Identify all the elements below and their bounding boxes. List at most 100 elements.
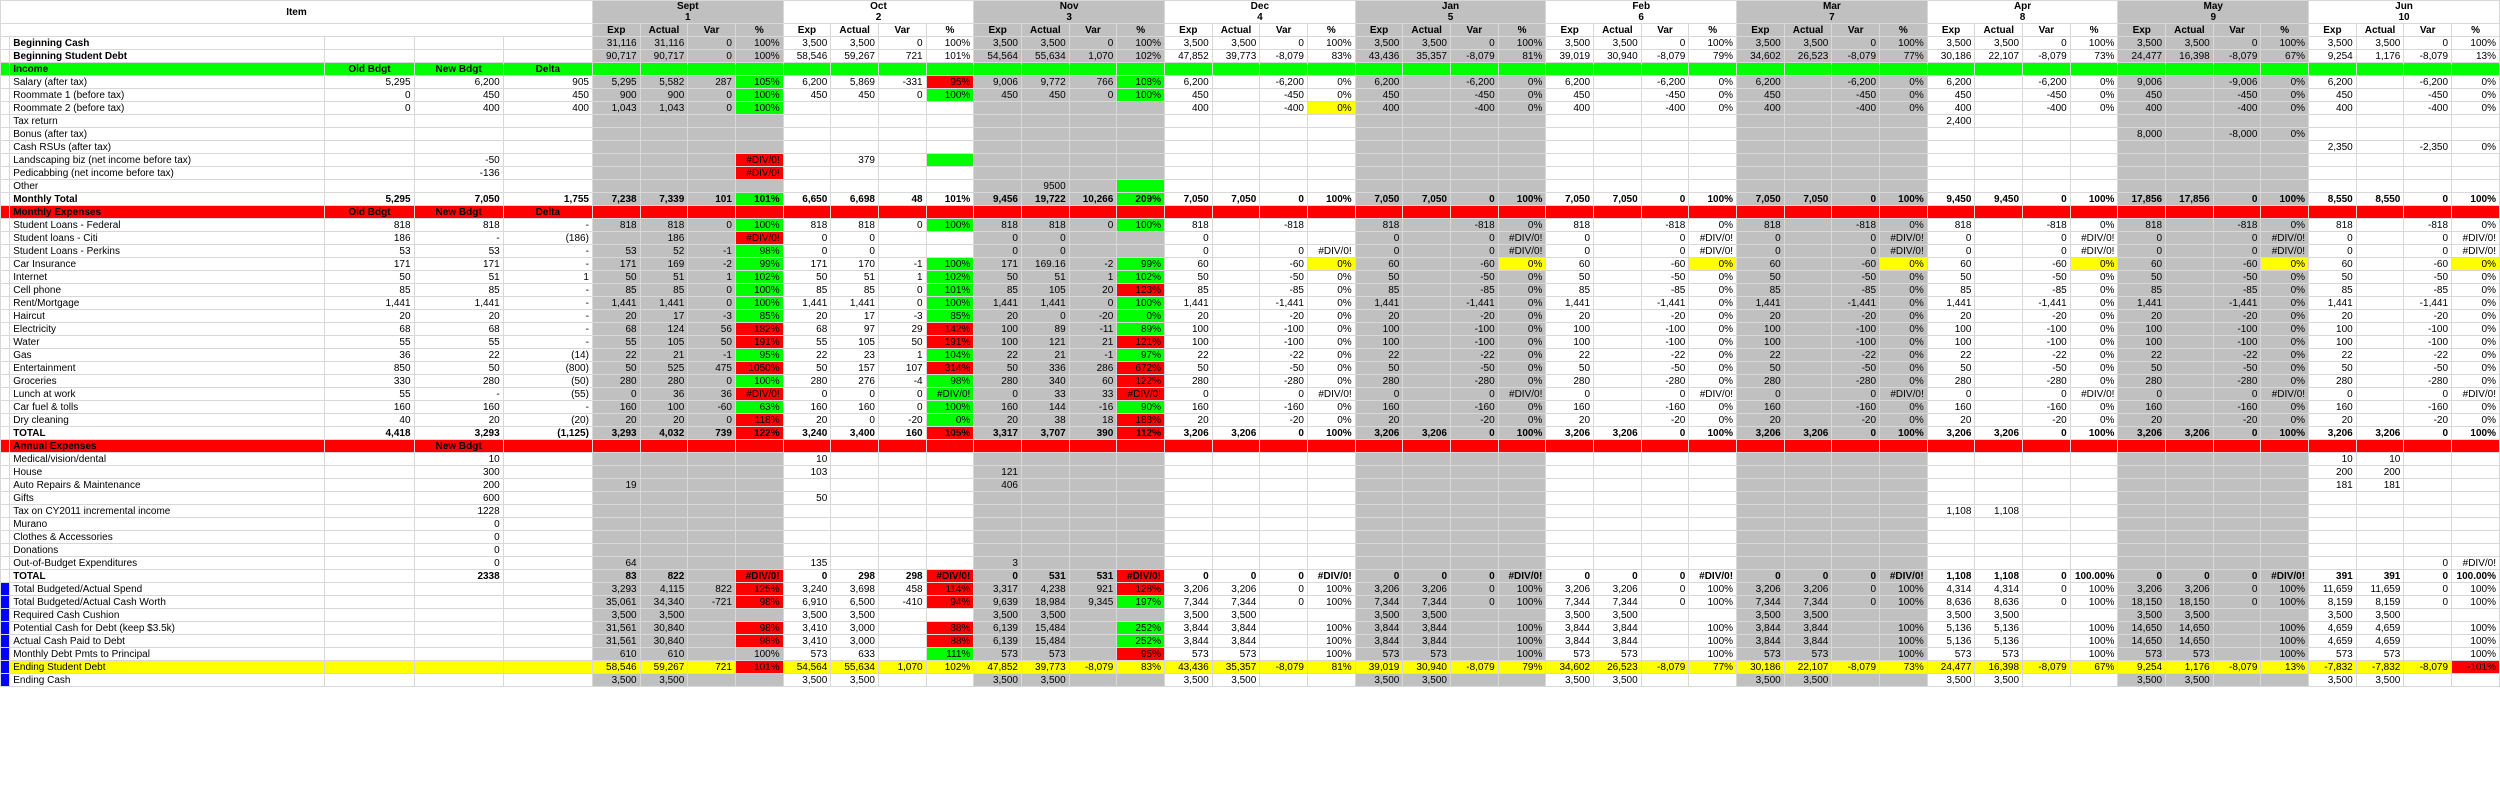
month-cell-feb-pct[interactable]: 0% [1688, 257, 1738, 271]
month-cell-sept-pct[interactable] [734, 140, 784, 154]
month-cell-jan-exp[interactable]: 3,500 [1354, 36, 1404, 50]
month-cell-nov-exp[interactable]: 450 [973, 88, 1022, 102]
month-cell-feb-var[interactable] [1640, 465, 1690, 479]
month-cell-may-actual[interactable] [2165, 114, 2214, 128]
month-cell-feb-exp[interactable]: 34,602 [1545, 660, 1595, 674]
month-cell-dec-actual[interactable]: 35,357 [1211, 660, 1261, 674]
month-cell-nov-pct[interactable] [1116, 140, 1165, 154]
month-cell-jun-var[interactable] [2403, 127, 2453, 141]
month-cell-jun-pct[interactable] [2451, 491, 2500, 505]
month-cell-feb-pct[interactable]: 100% [1688, 621, 1738, 635]
month-cell-mar-pct[interactable] [1879, 179, 1928, 193]
month-cell-jun-pct[interactable] [2451, 179, 2500, 193]
month-cell-dec-var[interactable] [1259, 465, 1308, 479]
month-cell-jan-actual[interactable]: 3,206 [1402, 426, 1451, 440]
month-cell-jun-var[interactable]: -50 [2403, 361, 2453, 375]
budget-summary-cell[interactable] [324, 504, 415, 518]
month-cell-may-pct[interactable]: 0% [2260, 309, 2310, 323]
month-cell-dec-var[interactable] [1259, 179, 1308, 193]
month-cell-oct-actual[interactable] [830, 530, 879, 544]
section-column-header[interactable]: Old Bdgt [324, 62, 415, 76]
month-cell-dec-actual[interactable]: 3,844 [1211, 634, 1261, 648]
month-cell-oct-pct[interactable]: 88% [925, 621, 975, 635]
budget-summary-cell[interactable] [502, 569, 593, 583]
month-cell-sept-var[interactable]: -60 [687, 400, 736, 414]
month-cell-nov-actual[interactable] [1020, 478, 1070, 492]
budget-summary-cell[interactable] [324, 569, 415, 583]
row-label[interactable]: Electricity [9, 322, 326, 336]
month-cell-dec-exp[interactable]: 22 [1164, 348, 1213, 362]
month-cell-dec-actual[interactable]: 7,344 [1211, 595, 1261, 609]
month-cell-oct-pct[interactable] [925, 153, 975, 167]
month-cell-jun-var[interactable]: -60 [2403, 257, 2453, 271]
month-cell-jan-exp[interactable]: 0 [1354, 244, 1404, 258]
month-cell-jan-actual[interactable] [1402, 75, 1451, 89]
month-cell-mar-var[interactable] [1831, 517, 1881, 531]
month-cell-nov-var[interactable]: 18 [1068, 413, 1118, 427]
month-cell-nov-actual[interactable]: 55,634 [1020, 49, 1070, 63]
month-cell-may-exp[interactable] [2117, 140, 2167, 154]
month-cell-oct-exp[interactable] [782, 127, 832, 141]
month-cell-apr-actual[interactable]: 4,314 [1974, 582, 2024, 596]
month-cell-feb-exp[interactable] [1545, 205, 1595, 219]
month-cell-jun-exp[interactable]: 181 [2308, 478, 2357, 492]
month-cell-oct-actual[interactable] [830, 465, 879, 479]
month-cell-feb-exp[interactable]: 50 [1545, 270, 1595, 284]
month-cell-mar-actual[interactable]: 573 [1783, 647, 1833, 661]
month-cell-mar-exp[interactable] [1736, 452, 1785, 466]
month-cell-jun-actual[interactable] [2355, 348, 2405, 362]
month-cell-dec-pct[interactable] [1306, 127, 1356, 141]
month-cell-mar-exp[interactable]: 0 [1736, 244, 1785, 258]
month-cell-jan-var[interactable] [1450, 127, 1499, 141]
month-cell-feb-pct[interactable] [1688, 556, 1738, 570]
month-cell-mar-actual[interactable] [1783, 322, 1833, 336]
budget-summary-cell[interactable] [324, 660, 415, 674]
month-cell-dec-exp[interactable]: 3,206 [1164, 582, 1213, 596]
month-cell-sept-var[interactable]: -721 [687, 595, 736, 609]
month-cell-jun-actual[interactable] [2355, 530, 2405, 544]
month-cell-may-var[interactable] [2212, 491, 2262, 505]
month-cell-feb-var[interactable]: 0 [1640, 595, 1690, 609]
month-cell-nov-pct[interactable] [1116, 205, 1165, 219]
month-cell-sept-actual[interactable] [639, 491, 689, 505]
month-cell-jun-pct[interactable]: 0% [2451, 296, 2500, 310]
month-cell-apr-pct[interactable]: 0% [2069, 257, 2119, 271]
month-cell-may-pct[interactable]: 0% [2260, 257, 2310, 271]
budget-summary-cell[interactable] [324, 36, 415, 50]
month-cell-jun-actual[interactable]: 3,500 [2355, 608, 2405, 622]
month-cell-dec-exp[interactable]: 47,852 [1164, 49, 1213, 63]
month-cell-jun-actual[interactable]: 200 [2355, 465, 2405, 479]
month-cell-feb-pct[interactable]: 0% [1688, 88, 1738, 102]
month-cell-jun-pct[interactable]: 100% [2451, 582, 2500, 596]
month-cell-sept-actual[interactable] [639, 556, 689, 570]
month-cell-feb-exp[interactable]: 50 [1545, 361, 1595, 375]
month-cell-jan-pct[interactable] [1497, 517, 1547, 531]
month-cell-sept-var[interactable] [687, 62, 736, 76]
month-cell-sept-var[interactable] [687, 439, 736, 453]
month-cell-nov-pct[interactable]: 90% [1116, 400, 1165, 414]
month-cell-sept-exp[interactable]: 1,043 [591, 101, 641, 115]
month-cell-may-exp[interactable] [2117, 179, 2167, 193]
month-cell-may-actual[interactable]: 1,176 [2165, 660, 2214, 674]
budget-summary-cell[interactable] [324, 673, 415, 687]
month-cell-jun-actual[interactable]: 3,206 [2355, 426, 2405, 440]
month-cell-dec-actual[interactable]: 3,844 [1211, 621, 1261, 635]
month-cell-oct-exp[interactable]: 50 [782, 361, 832, 375]
month-cell-oct-exp[interactable]: 3,240 [782, 582, 832, 596]
month-cell-nov-actual[interactable] [1020, 114, 1070, 128]
budget-summary-cell[interactable]: 50 [324, 270, 415, 284]
budget-summary-cell[interactable] [324, 543, 415, 557]
month-cell-nov-actual[interactable] [1020, 556, 1070, 570]
month-cell-jan-var[interactable]: -818 [1450, 218, 1499, 232]
budget-summary-cell[interactable]: 280 [413, 374, 504, 388]
month-cell-apr-exp[interactable]: 6,200 [1926, 75, 1976, 89]
month-cell-may-pct[interactable]: 100% [2260, 582, 2310, 596]
month-cell-dec-exp[interactable] [1164, 205, 1213, 219]
month-cell-jan-var[interactable]: 0 [1450, 244, 1499, 258]
month-cell-mar-exp[interactable] [1736, 439, 1785, 453]
month-cell-feb-exp[interactable] [1545, 62, 1595, 76]
month-cell-jan-actual[interactable]: 3,500 [1402, 608, 1451, 622]
month-cell-jan-var[interactable]: -50 [1450, 361, 1499, 375]
month-cell-jun-pct[interactable]: 13% [2451, 49, 2500, 63]
month-cell-dec-actual[interactable] [1211, 231, 1261, 245]
